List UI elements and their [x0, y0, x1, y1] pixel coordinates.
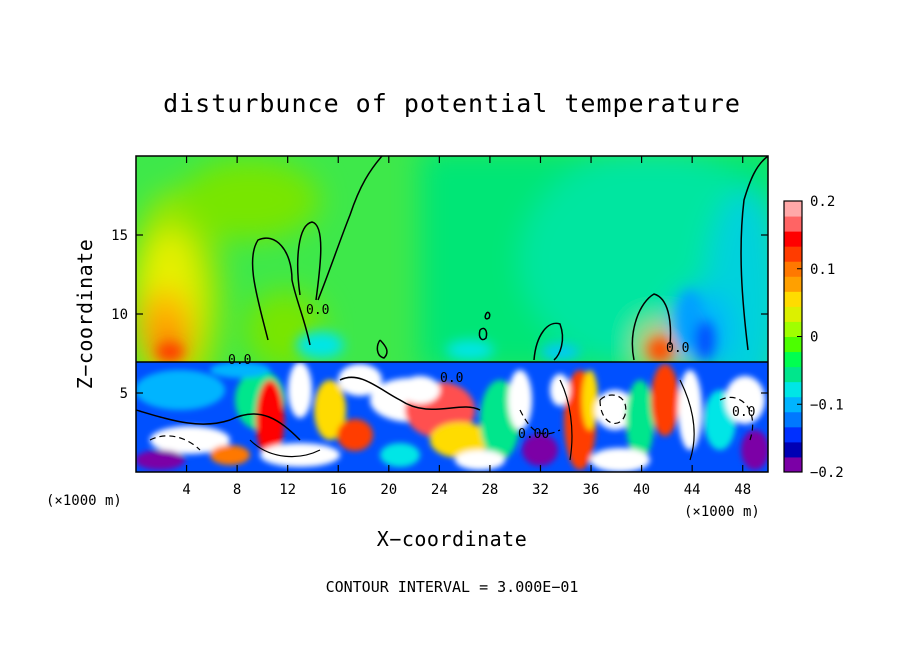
x-tick-label: 24	[431, 482, 448, 498]
upper-field	[136, 156, 768, 410]
colorbar-segment	[784, 261, 802, 277]
x-tick-label: 4	[182, 482, 190, 498]
colorbar-segment	[784, 396, 802, 413]
x-tick-label: 16	[330, 482, 347, 498]
colorbar-tick-label: 0.2	[810, 194, 835, 210]
plot-area: 0.0 0.0 0.0 0.00 0.0 0.0	[136, 156, 768, 472]
colorbar-segment	[784, 201, 802, 217]
colorbar-segment	[784, 426, 802, 443]
lower-field	[136, 362, 768, 472]
y-tick-label: 15	[111, 228, 128, 244]
colorbar-segment	[784, 216, 802, 232]
y-axis-ticks: 5 10 15	[111, 228, 768, 402]
colorbar-segment	[784, 291, 802, 307]
chart-title: disturbunce of potential temperature	[163, 89, 741, 118]
x-tick-label: 48	[734, 482, 751, 498]
colorbar-segment	[784, 411, 802, 428]
colorbar-segment	[784, 306, 802, 322]
contour-label: 0.0	[440, 371, 463, 386]
y-tick-label: 10	[111, 307, 128, 323]
y-axis-label: Z−coordinate	[73, 239, 97, 390]
x-axis-label: X−coordinate	[377, 527, 528, 551]
upper-field-detail	[156, 290, 715, 362]
colorbar-segment	[784, 231, 802, 247]
colorbar-segment	[784, 456, 802, 473]
colorbar-tick-label: 0.1	[810, 262, 835, 278]
contour-label: 0.0	[666, 341, 689, 356]
x-tick-label: 40	[633, 482, 650, 498]
colorbar-segment	[784, 336, 802, 353]
x-tick-label: 44	[684, 482, 701, 498]
colorbar-segment	[784, 321, 802, 337]
colorbar-tick-label: 0	[810, 330, 818, 346]
contour-interval-caption: CONTOUR INTERVAL = 3.000E−01	[326, 578, 579, 596]
x-tick-label: 32	[532, 482, 549, 498]
x-tick-label: 8	[233, 482, 241, 498]
colorbar-segment	[784, 441, 802, 458]
x-tick-label: 12	[279, 482, 296, 498]
contour-label: 0.00	[518, 427, 549, 442]
colorbar-segment	[784, 381, 802, 398]
colorbar: 0.2 0.1 0 −0.1 −0.2	[783, 194, 844, 481]
colorbar-segment	[784, 351, 802, 368]
x-axis-ticks: 4 8 12 16 20 24 28 32 36 40 44 48	[182, 156, 751, 498]
contour-label-group: 0.0 0.0 0.0 0.00 0.0 0.0	[228, 303, 755, 442]
colorbar-segment	[784, 366, 802, 383]
colorbar-tick-label: −0.2	[810, 465, 844, 481]
x-unit-label: (×1000 m)	[46, 493, 122, 509]
x-tick-label: 36	[583, 482, 600, 498]
contour-label: 0.0	[228, 353, 251, 368]
y-tick-label: 5	[120, 386, 128, 402]
contour-label: 0.0	[732, 405, 755, 420]
x-tick-label: 28	[481, 482, 498, 498]
colorbar-segment	[784, 276, 802, 292]
contour-lines	[251, 156, 768, 361]
x-tick-label: 20	[380, 482, 397, 498]
colorbar-segment	[784, 246, 802, 262]
colorbar-tick-label: −0.1	[810, 397, 844, 413]
contour-label: 0.0	[306, 303, 329, 318]
x-unit-label-right: (×1000 m)	[684, 504, 760, 520]
